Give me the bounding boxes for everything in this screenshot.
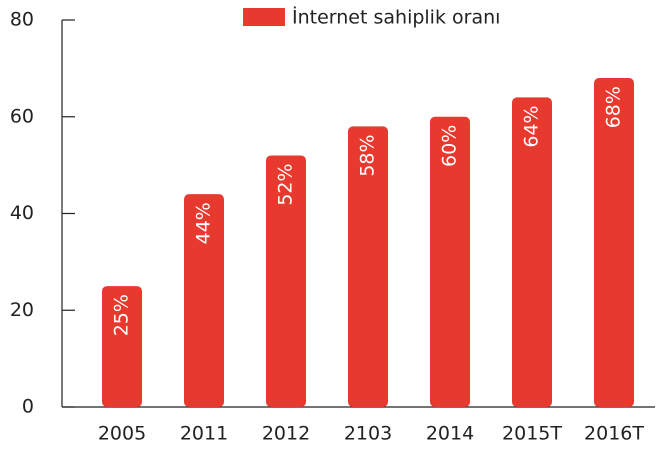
- x-tick-label: 2014: [426, 423, 474, 445]
- bar: [184, 194, 224, 407]
- value-label: 25%: [111, 294, 133, 336]
- bar: [594, 78, 634, 408]
- bar: [430, 116, 470, 407]
- bar: [348, 126, 388, 408]
- bar: [512, 97, 552, 408]
- y-tick-label: 40: [10, 202, 34, 224]
- bar: [266, 155, 306, 407]
- x-tick-label: 2012: [262, 423, 310, 445]
- value-label: 68%: [603, 86, 625, 128]
- x-tick-label: 2103: [344, 423, 392, 445]
- legend-swatch: [243, 8, 285, 26]
- y-tick-label: 60: [10, 105, 34, 127]
- value-label: 60%: [439, 125, 461, 167]
- y-tick-label: 0: [22, 396, 34, 418]
- x-tick-label: 2015T: [502, 423, 562, 445]
- value-label: 52%: [275, 163, 297, 205]
- value-label: 64%: [521, 105, 543, 147]
- x-tick-label: 2005: [98, 423, 146, 445]
- legend-label: İnternet sahiplik oranı: [292, 6, 500, 29]
- x-tick-label: 2011: [180, 423, 228, 445]
- y-tick-label: 80: [10, 9, 34, 31]
- bar: [102, 286, 142, 407]
- value-label: 58%: [357, 134, 379, 176]
- value-label: 44%: [193, 202, 215, 244]
- y-tick-label: 20: [10, 299, 34, 321]
- x-tick-label: 2016T: [584, 423, 644, 445]
